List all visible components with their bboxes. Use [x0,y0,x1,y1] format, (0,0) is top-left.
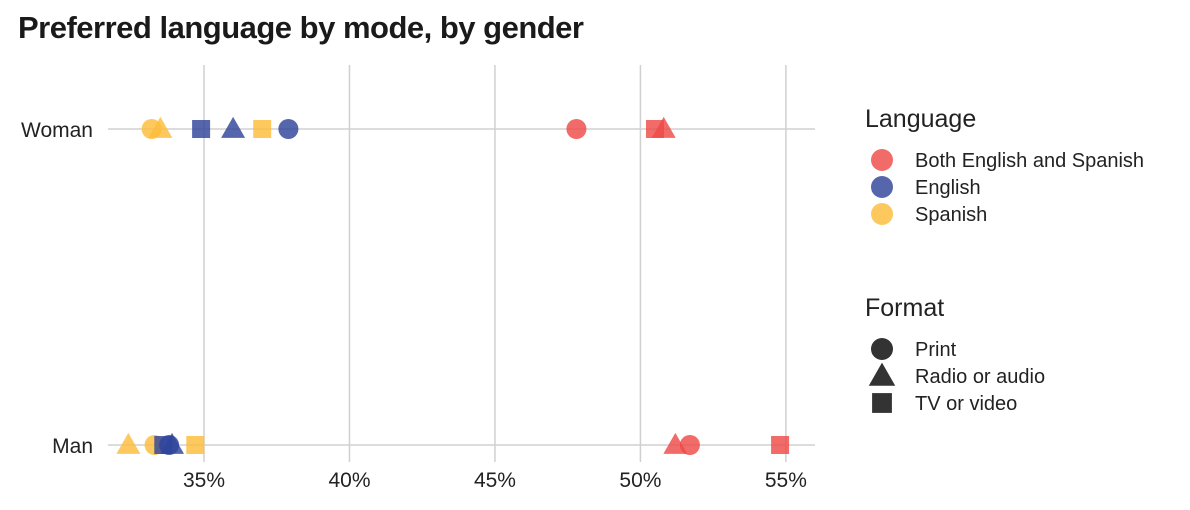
x-axis-tick-labels: 35% 40% 45% 50% 55% [183,469,807,492]
x-tick-label: 45% [474,469,516,492]
legend-swatch-both-english-and-spanish [871,149,893,171]
legend-label-both-english-and-spanish: Both English and Spanish [915,150,1144,172]
legend-swatch-spanish [871,203,893,225]
x-tick-label: 35% [183,469,225,492]
legend-swatch-english [871,176,893,198]
point-woman-english-tv-or-video [192,120,211,138]
legend-shape-print [871,338,893,360]
y-tick-label-woman: Woman [21,119,93,142]
row-lines [108,128,815,446]
legend-format-title: Format [865,294,944,322]
legend-label-print: Print [915,339,957,361]
legend-label-tv-or-video: TV or video [915,393,1017,415]
point-man-english-radio-or-audio [160,432,185,454]
y-tick-label-man: Man [52,435,93,458]
point-man-both-english-and-spanish-tv-or-video [771,436,790,454]
x-tick-label: 55% [765,469,807,492]
point-man-both-english-and-spanish-print [679,435,700,455]
data-points [116,116,790,455]
point-woman-english-print [278,119,299,139]
legend-label-spanish: Spanish [915,204,987,226]
legend-shape-radio-or-audio [868,362,896,386]
legend-label-radio-or-audio: Radio or audio [915,366,1045,388]
point-woman-spanish-tv-or-video [253,120,272,138]
y-axis-tick-labels: Woman Man [21,119,93,458]
point-woman-both-english-and-spanish-radio-or-audio [651,116,676,138]
legend-language-title: Language [865,105,976,133]
x-tick-label: 40% [328,469,370,492]
legend-label-english: English [915,177,981,199]
x-tick-label: 50% [619,469,661,492]
chart-title: Preferred language by mode, by gender [18,10,584,45]
point-man-spanish-tv-or-video [186,436,205,454]
point-man-spanish-radio-or-audio [116,432,141,454]
point-woman-english-radio-or-audio [221,116,246,138]
point-woman-both-english-and-spanish-print [566,119,587,139]
legend: Language Both English and Spanish English S… [865,105,1144,415]
point-woman-spanish-radio-or-audio [148,116,173,138]
legend-shape-tv-or-video [872,393,892,413]
